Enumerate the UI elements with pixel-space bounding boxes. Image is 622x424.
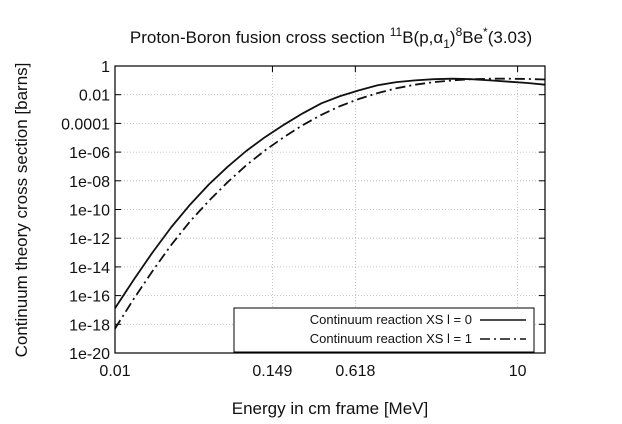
legend-label-l0: Continuum reaction XS l = 0: [310, 312, 472, 327]
series-line-l1: [114, 77, 546, 330]
y-tick-label: 1e-20: [69, 346, 110, 363]
axis-ticks: 1 0.01 0.0001 1e-06 1e-08 1e-10 1e-12 1e-14 1e-1…: [61, 59, 545, 380]
x-axis-title: Energy in cm frame [MeV]: [232, 399, 429, 418]
title-close-paren: ): [450, 28, 456, 47]
series-lines: [114, 77, 546, 330]
y-tick-label: 1: [101, 59, 110, 76]
title-suffix: (3.03): [488, 28, 532, 47]
legend-box: [233, 307, 535, 353]
series-line-l0: [114, 77, 546, 309]
y-tick-label: 1e-16: [69, 289, 110, 306]
y-tick-label: 1e-18: [69, 317, 110, 334]
title-sup-8: 8: [456, 25, 463, 39]
plot-frame: [114, 65, 546, 354]
title-sup-11: 11: [390, 25, 403, 39]
y-tick-label: 1e-12: [69, 231, 110, 248]
chart-title: Proton-Boron fusion cross section 11B(p,…: [130, 25, 532, 51]
y-tick-label: 1e-08: [69, 174, 110, 191]
y-tick-label: 1e-10: [69, 203, 110, 220]
y-tick-label: 1e-14: [69, 260, 110, 277]
x-tick-label: 0.149: [252, 363, 292, 380]
y-tick-label: 0.0001: [61, 116, 110, 133]
x-tick-label: 0.01: [99, 363, 130, 380]
title-prefix: Proton-Boron fusion cross section: [130, 28, 390, 47]
y-axis-title: Continuum theory cross section [barns]: [12, 63, 31, 358]
x-tick-label: 10: [509, 363, 527, 380]
title-sub-1: 1: [443, 37, 450, 51]
legend: Continuum reaction XS l = 0 Continuum re…: [233, 307, 535, 353]
legend-label-l1: Continuum reaction XS l = 1: [310, 331, 472, 346]
title-be: Be: [462, 28, 483, 47]
title-part-b-p-alpha: B(p,α: [402, 28, 443, 47]
title-sup-star: *: [483, 25, 488, 39]
y-tick-label: 0.01: [79, 88, 110, 105]
y-tick-label: 1e-06: [69, 145, 110, 162]
x-tick-label: 0.618: [335, 363, 375, 380]
